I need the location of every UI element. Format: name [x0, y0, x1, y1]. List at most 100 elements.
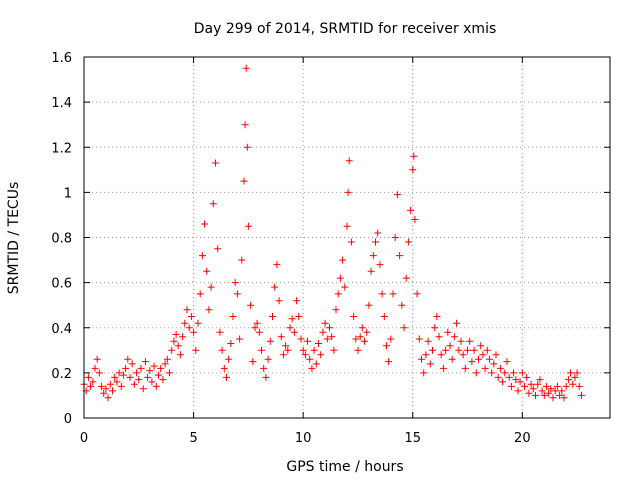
data-point [247, 301, 255, 309]
data-point [549, 394, 557, 402]
y-axis-label: SRMTID / TECUs [6, 182, 22, 295]
data-point [470, 346, 478, 354]
data-point [306, 355, 314, 363]
data-point [341, 283, 349, 291]
data-point [166, 369, 173, 377]
data-point [130, 380, 138, 388]
data-point [501, 369, 509, 377]
data-point [89, 378, 97, 386]
data-point [534, 380, 542, 388]
x-tick-label: 15 [404, 431, 421, 446]
data-point [279, 351, 287, 359]
y-axis: 0 0.2 0.4 0.6 0.8 1 1.2 1.4 1.6 [51, 51, 610, 427]
data-point [315, 340, 322, 347]
data-point [297, 335, 305, 343]
data-point [488, 369, 496, 377]
data-point [157, 364, 165, 372]
data-point [352, 335, 360, 343]
data-point [540, 391, 548, 399]
data-point [102, 385, 110, 393]
data-point [218, 346, 226, 354]
data-point [159, 376, 167, 384]
data-point [466, 337, 474, 345]
y-tick-label: 0.2 [51, 367, 72, 382]
data-point [455, 346, 463, 354]
data-point [400, 324, 408, 332]
data-series [80, 64, 585, 402]
data-point [328, 333, 336, 341]
data-point [372, 238, 379, 246]
data-point [457, 337, 465, 345]
data-point [229, 313, 237, 320]
data-point [459, 351, 467, 359]
data-point [233, 290, 241, 298]
data-point [562, 382, 570, 390]
data-point [326, 324, 333, 332]
data-point [181, 319, 189, 327]
data-point [367, 267, 375, 275]
data-point [323, 335, 331, 343]
data-point [137, 364, 145, 372]
y-tick-label: 1.2 [51, 141, 72, 156]
x-axis-label: GPS time / hours [286, 459, 403, 475]
data-point [354, 346, 362, 354]
data-point [104, 394, 112, 402]
data-point [231, 279, 239, 287]
data-point [119, 371, 127, 379]
data-point [207, 283, 215, 291]
data-point [126, 373, 134, 381]
data-point [431, 324, 439, 332]
data-point [350, 313, 358, 320]
data-point [262, 373, 270, 381]
data-point [376, 261, 384, 269]
data-point [347, 238, 355, 246]
data-point [510, 369, 518, 377]
x-tick-label: 0 [80, 431, 88, 446]
data-point [238, 256, 246, 264]
data-point [573, 369, 581, 377]
data-point [100, 389, 108, 397]
data-point [569, 380, 577, 388]
data-point [334, 290, 342, 298]
data-point [536, 376, 544, 384]
data-point [290, 328, 298, 336]
data-point [319, 328, 327, 336]
data-point [468, 358, 476, 366]
data-point [176, 351, 184, 359]
data-point [321, 319, 329, 327]
data-point [223, 373, 230, 381]
data-point [486, 355, 493, 363]
data-point [336, 274, 344, 282]
y-tick-label: 1.4 [51, 96, 72, 111]
data-point [435, 333, 443, 341]
data-point [187, 313, 195, 320]
data-point [472, 369, 480, 377]
data-point [369, 252, 377, 260]
data-point [135, 376, 143, 384]
data-point [183, 306, 191, 314]
data-point [144, 373, 152, 381]
data-point [426, 360, 434, 368]
data-point [284, 346, 292, 354]
data-point [214, 245, 222, 253]
data-point [255, 328, 263, 336]
data-point [529, 385, 537, 393]
data-point [512, 376, 520, 384]
data-point [330, 346, 338, 354]
data-point [172, 331, 180, 338]
data-point [521, 382, 528, 390]
data-point [242, 64, 250, 72]
data-point [155, 371, 162, 379]
data-point [479, 351, 487, 359]
data-point [444, 328, 452, 336]
data-point [299, 346, 307, 354]
data-point [437, 351, 445, 359]
data-point [288, 315, 296, 323]
data-point [203, 267, 211, 275]
data-point [310, 346, 318, 354]
data-point [496, 364, 504, 372]
data-point [243, 143, 251, 151]
data-point [422, 351, 430, 359]
data-point [258, 346, 265, 354]
data-point [411, 216, 419, 223]
